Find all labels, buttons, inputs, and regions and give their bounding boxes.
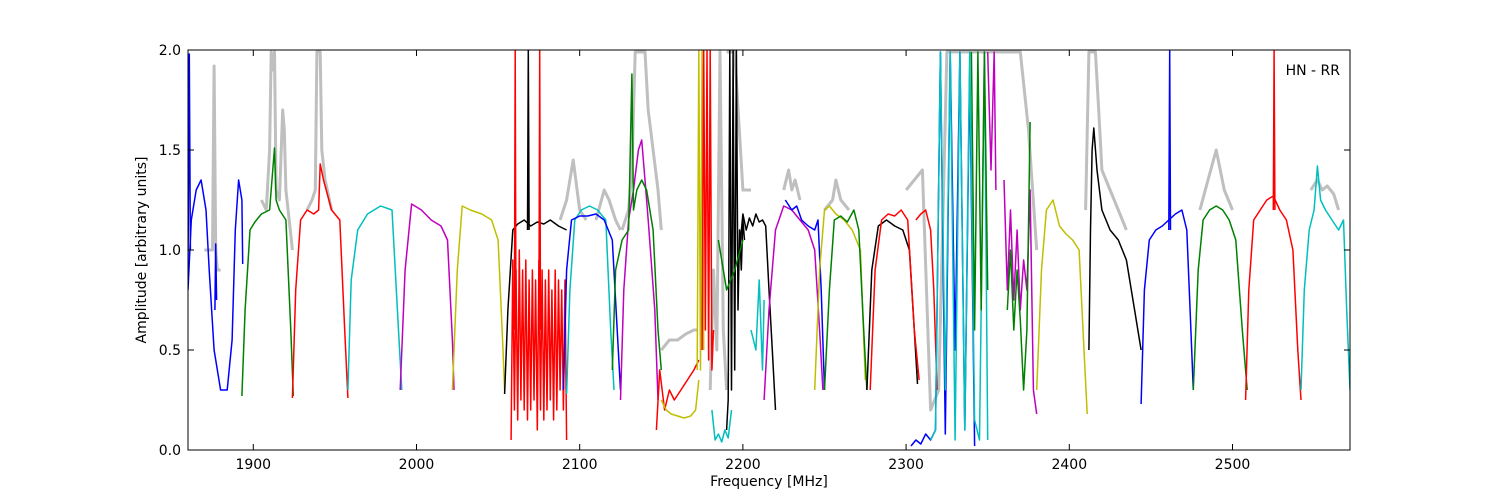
series-black-line bbox=[503, 219, 567, 395]
x-axis-label: Frequency [MHz] bbox=[710, 474, 828, 490]
series-red-line bbox=[1272, 50, 1276, 211]
series-red-line bbox=[915, 209, 938, 391]
y-tick-label: 1.0 bbox=[159, 243, 181, 259]
x-tick-label: 2100 bbox=[562, 457, 598, 473]
series-red-line bbox=[538, 50, 542, 331]
series-magenta-line bbox=[399, 203, 455, 391]
envelope-trace bbox=[987, 50, 1039, 251]
series-layer bbox=[188, 50, 1350, 447]
series-olive-line bbox=[660, 379, 700, 419]
series-black-line bbox=[526, 50, 530, 231]
envelope-trace bbox=[1084, 50, 1128, 231]
panel-annotation: HN - RR bbox=[1286, 63, 1341, 79]
envelope-trace bbox=[782, 168, 802, 201]
series-green-line bbox=[970, 51, 989, 331]
series-magenta-line bbox=[986, 51, 997, 191]
series-black-line bbox=[1088, 127, 1142, 351]
series-cyan-line bbox=[347, 205, 403, 391]
series-blue-line bbox=[214, 243, 218, 311]
series-cyan-line bbox=[929, 51, 989, 441]
y-tick-label: 2.0 bbox=[159, 43, 181, 59]
series-cyan-line bbox=[750, 279, 765, 371]
series-olive-line bbox=[451, 205, 506, 391]
series-olive-line bbox=[1035, 199, 1088, 415]
envelope-layer bbox=[204, 50, 1341, 412]
series-green-line bbox=[823, 209, 868, 391]
envelope-trace bbox=[620, 50, 663, 231]
series-olive-line bbox=[813, 205, 867, 391]
x-tick-label: 2400 bbox=[1051, 457, 1087, 473]
series-green-line bbox=[1006, 121, 1031, 391]
series-red-line bbox=[513, 50, 517, 331]
series-red-line bbox=[291, 163, 349, 399]
y-tick-label: 0.5 bbox=[159, 343, 181, 359]
envelope-trace bbox=[823, 178, 851, 211]
series-red-line bbox=[655, 359, 700, 431]
x-tick-label: 1900 bbox=[235, 457, 271, 473]
series-red-line bbox=[701, 50, 715, 371]
tick-layer: 1900 2000 2100 2200 2300 2400 2500 0.0 0.5 1.0 1.5… bbox=[159, 43, 1350, 473]
envelope-trace bbox=[558, 158, 588, 221]
envelope-trace bbox=[708, 50, 729, 391]
envelope-trace bbox=[305, 50, 334, 211]
series-cyan-line bbox=[711, 409, 733, 443]
series-magenta-line bbox=[763, 205, 824, 401]
series-green-line bbox=[241, 147, 295, 397]
envelope-trace bbox=[726, 50, 751, 192]
series-cyan-line bbox=[1300, 165, 1350, 391]
x-tick-label: 2500 bbox=[1215, 457, 1251, 473]
x-tick-label: 2000 bbox=[399, 457, 435, 473]
series-blue-line bbox=[188, 179, 244, 391]
series-magenta-line bbox=[619, 139, 659, 401]
x-tick-label: 2300 bbox=[888, 457, 924, 473]
y-tick-label: 1.5 bbox=[159, 143, 181, 159]
series-red-line bbox=[869, 209, 920, 391]
series-green-line bbox=[1192, 205, 1248, 391]
series-blue-line bbox=[1168, 50, 1172, 231]
series-green-line bbox=[717, 239, 744, 291]
x-tick-label: 2200 bbox=[725, 457, 761, 473]
envelope-trace bbox=[204, 64, 221, 272]
envelope-trace bbox=[594, 188, 622, 231]
y-tick-label: 0.0 bbox=[159, 443, 181, 459]
series-cyan-line bbox=[565, 205, 615, 395]
series-green-line bbox=[611, 73, 663, 371]
envelope-trace bbox=[904, 50, 988, 412]
envelope-trace bbox=[660, 328, 698, 351]
envelope-trace bbox=[1198, 148, 1234, 211]
series-black-line bbox=[725, 50, 746, 431]
y-axis-label: Amplitude [arbitrary units] bbox=[134, 157, 150, 344]
